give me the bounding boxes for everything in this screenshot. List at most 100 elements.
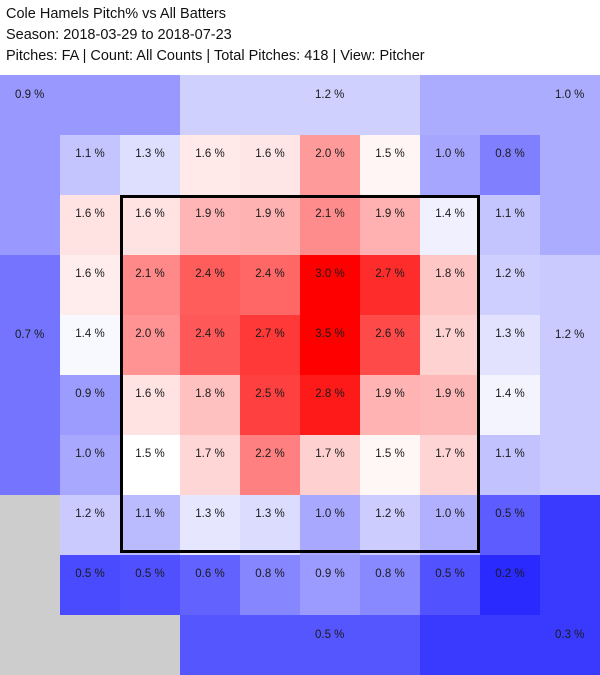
heatmap-cell: 0.9 % — [60, 375, 120, 435]
cell-value-label: 1.2 % — [75, 508, 105, 520]
cell-value-label: 1.9 % — [195, 208, 225, 220]
heatmap-cell: 1.0 % — [60, 435, 120, 495]
heatmap-cell: 3.5 % — [300, 315, 360, 375]
heatmap-cell: 2.4 % — [240, 255, 300, 315]
cell-value-label: 1.6 % — [75, 208, 105, 220]
heatmap-cell: 1.3 % — [120, 135, 180, 195]
cell-value-label: 0.9 % — [315, 568, 345, 580]
cell-value-label: 0.8 % — [255, 568, 285, 580]
heatmap-cell: 0.2 % — [480, 555, 540, 615]
heatmap-cell: 1.8 % — [420, 255, 480, 315]
heatmap-cell: 1.1 % — [120, 495, 180, 555]
heatmap-cell: 2.0 % — [120, 315, 180, 375]
cell-value-label: 1.6 % — [195, 148, 225, 160]
cell-value-label: 1.0 % — [315, 508, 345, 520]
cell-value-label: 0.6 % — [195, 568, 225, 580]
heatmap-cell: 0.9 % — [300, 555, 360, 615]
cell-value-label: 1.6 % — [255, 148, 285, 160]
outer-region-bottom-middle: 0.5 % — [180, 615, 420, 675]
heatmap-cell: 1.4 % — [420, 195, 480, 255]
cell-value-label: 1.7 % — [435, 448, 465, 460]
outer-label-top-left: 0.9 % — [15, 89, 45, 101]
heatmap-cell: 1.6 % — [120, 375, 180, 435]
cell-value-label: 0.5 % — [75, 568, 105, 580]
cell-value-label: 2.1 % — [135, 268, 165, 280]
cell-value-label: 1.9 % — [255, 208, 285, 220]
heatmap-cell: 1.6 % — [180, 135, 240, 195]
outer-region-bottom-right-lower: 0.3 % — [420, 615, 584, 675]
heatmap-cell: 2.0 % — [300, 135, 360, 195]
cell-value-label: 1.3 % — [255, 508, 285, 520]
cell-value-label: 1.5 % — [375, 448, 405, 460]
cell-value-label: 1.1 % — [495, 208, 525, 220]
cell-value-label: 1.7 % — [195, 448, 225, 460]
heatmap-cell: 1.9 % — [360, 375, 420, 435]
cell-value-label: 1.6 % — [75, 268, 105, 280]
cell-value-label: 1.0 % — [435, 508, 465, 520]
cell-value-label: 1.8 % — [195, 388, 225, 400]
heatmap-cell: 1.6 % — [60, 255, 120, 315]
heatmap-cell: 0.8 % — [240, 555, 300, 615]
cell-value-label: 0.5 % — [435, 568, 465, 580]
cell-value-label: 1.6 % — [135, 208, 165, 220]
outer-label-top-right: 1.0 % — [555, 89, 585, 101]
outer-region-top-middle: 1.2 % — [180, 75, 420, 135]
heatmap-cell: 1.2 % — [480, 255, 540, 315]
outer-region-top-right-extension — [540, 135, 600, 255]
cell-value-label: 1.1 % — [135, 508, 165, 520]
cell-value-label: 2.6 % — [375, 328, 405, 340]
outer-region-top-right: 1.0 % — [420, 75, 600, 135]
heatmap-cell: 1.7 % — [300, 435, 360, 495]
heatmap-cell: 0.6 % — [180, 555, 240, 615]
cell-value-label: 1.1 % — [495, 448, 525, 460]
cell-value-label: 0.8 % — [375, 568, 405, 580]
cell-value-label: 1.3 % — [135, 148, 165, 160]
heatmap-cell: 3.0 % — [300, 255, 360, 315]
heatmap-cell: 2.7 % — [360, 255, 420, 315]
cell-value-label: 2.5 % — [255, 388, 285, 400]
cell-value-label: 1.2 % — [375, 508, 405, 520]
cell-value-label: 1.5 % — [375, 148, 405, 160]
heatmap-cell: 0.5 % — [480, 495, 540, 555]
cell-value-label: 1.0 % — [435, 148, 465, 160]
heatmap-cell: 0.5 % — [120, 555, 180, 615]
heatmap-cell: 2.6 % — [360, 315, 420, 375]
heatmap-cell: 0.8 % — [360, 555, 420, 615]
heatmap-cell: 1.0 % — [420, 495, 480, 555]
cell-value-label: 2.2 % — [255, 448, 285, 460]
heatmap-cell: 1.8 % — [180, 375, 240, 435]
heatmap-cell: 2.2 % — [240, 435, 300, 495]
outer-label-bottom-right: 0.3 % — [555, 629, 585, 641]
cell-value-label: 1.7 % — [435, 328, 465, 340]
cell-value-label: 2.7 % — [255, 328, 285, 340]
cell-value-label: 2.4 % — [195, 328, 225, 340]
heatmap-cell: 1.5 % — [360, 135, 420, 195]
cell-value-label: 2.7 % — [375, 268, 405, 280]
outer-region-bottom-left-lower — [60, 615, 180, 675]
heatmap-cell: 1.2 % — [360, 495, 420, 555]
cell-value-label: 2.0 % — [315, 148, 345, 160]
cell-value-label: 1.9 % — [435, 388, 465, 400]
cell-value-label: 1.9 % — [375, 388, 405, 400]
outer-region-middle-right: 1.2 % — [540, 255, 600, 495]
heatmap-cell: 2.1 % — [300, 195, 360, 255]
heatmap-cell: 1.5 % — [360, 435, 420, 495]
chart-header: Cole Hamels Pitch% vs All Batters Season… — [6, 4, 425, 67]
cell-value-label: 1.8 % — [435, 268, 465, 280]
inner-grid: 1.1 % 1.3 % 1.6 % 1.6 % 2.0 % 1.5 % 1.0 % 0.8 %… — [60, 135, 540, 615]
heatmap-cell: 0.5 % — [60, 555, 120, 615]
cell-value-label: 3.5 % — [315, 328, 345, 340]
cell-value-label: 1.4 % — [75, 328, 105, 340]
cell-value-label: 1.0 % — [75, 448, 105, 460]
heatmap-cell: 0.5 % — [420, 555, 480, 615]
heatmap-cell: 2.8 % — [300, 375, 360, 435]
cell-value-label: 1.2 % — [495, 268, 525, 280]
heatmap-cell: 1.1 % — [480, 435, 540, 495]
cell-value-label: 1.6 % — [135, 388, 165, 400]
outer-label-middle-left: 0.7 % — [15, 329, 45, 341]
cell-value-label: 1.4 % — [495, 388, 525, 400]
cell-value-label: 1.4 % — [435, 208, 465, 220]
heatmap-cell: 1.9 % — [420, 375, 480, 435]
season-range: Season: 2018-03-29 to 2018-07-23 — [6, 27, 232, 43]
heatmap-cell: 1.7 % — [180, 435, 240, 495]
